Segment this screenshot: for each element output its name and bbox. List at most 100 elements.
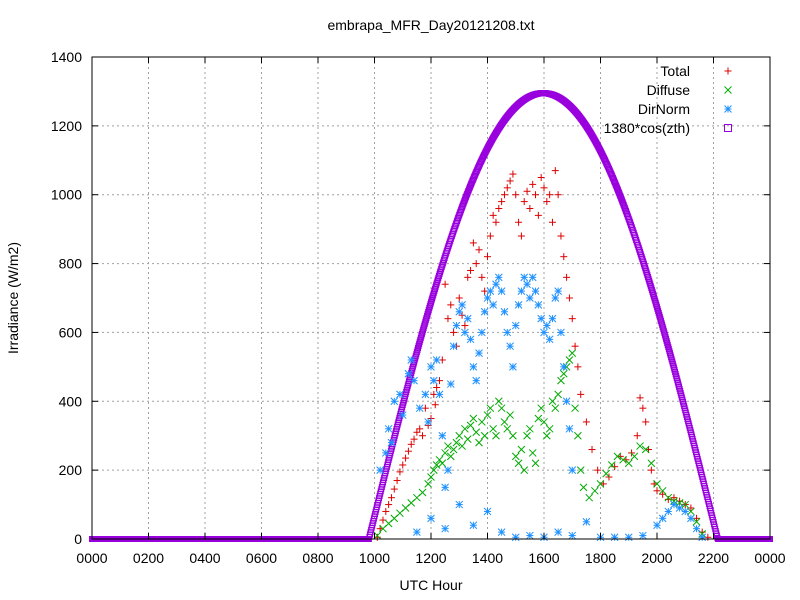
data-point-diffuse	[548, 397, 557, 406]
data-point-total	[489, 211, 497, 219]
data-point-diffuse	[429, 466, 438, 474]
data-point-dirnorm	[548, 314, 557, 323]
data-point-cos-zth	[650, 290, 657, 297]
data-point-total	[492, 218, 500, 226]
data-point-dirnorm	[664, 507, 673, 516]
data-point-diffuse	[602, 469, 611, 478]
data-point-total	[639, 404, 647, 412]
data-point-total	[484, 253, 491, 261]
data-point-total	[393, 476, 401, 484]
data-point-diffuse	[438, 459, 447, 468]
data-point-diffuse	[653, 480, 661, 488]
data-point-diffuse	[509, 431, 517, 440]
data-point-dirnorm	[500, 307, 509, 316]
data-point-total	[416, 425, 424, 433]
data-point-dirnorm	[557, 328, 565, 337]
data-point-cos-zth	[652, 300, 659, 307]
data-point-total	[402, 454, 410, 462]
data-point-total	[382, 507, 390, 515]
data-point-diffuse	[475, 438, 483, 447]
data-point-total	[594, 466, 602, 474]
data-point-cos-zth	[428, 297, 435, 304]
data-point-cos-zth	[651, 294, 658, 301]
data-point-dirnorm	[568, 531, 577, 540]
data-point-total	[498, 198, 506, 206]
data-point-diffuse	[458, 442, 466, 450]
x-tick-label: 0000	[754, 550, 785, 566]
y-tick-label: 1200	[51, 118, 82, 134]
data-point-dirnorm	[432, 356, 441, 364]
data-point-cos-zth	[646, 279, 653, 286]
data-point-diffuse	[658, 486, 667, 495]
data-point-dirnorm	[511, 533, 520, 542]
data-point-diffuse	[596, 480, 605, 488]
data-point-diffuse	[494, 397, 503, 406]
data-point-dirnorm	[528, 273, 537, 282]
data-point-diffuse	[636, 442, 644, 450]
data-point-dirnorm	[466, 335, 475, 344]
data-point-dirnorm	[458, 301, 466, 309]
data-point-total	[512, 191, 520, 199]
legend-markers	[724, 67, 732, 132]
data-point-dirnorm	[469, 363, 478, 371]
data-point-cos-zth	[651, 296, 658, 303]
x-tick-label: 0600	[246, 550, 277, 566]
data-point-dirnorm	[446, 380, 455, 388]
data-point-dirnorm	[396, 390, 404, 399]
data-point-total	[385, 501, 393, 509]
data-point-cos-zth	[433, 280, 440, 287]
data-point-total	[495, 204, 503, 212]
y-tick-label: 0	[74, 531, 82, 547]
data-point-dirnorm	[554, 528, 562, 536]
data-point-total	[611, 463, 619, 471]
data-point-total	[560, 253, 568, 261]
data-point-diffuse	[517, 445, 526, 454]
data-point-total	[407, 440, 415, 448]
data-point-diffuse	[568, 349, 577, 357]
data-point-total	[554, 191, 562, 199]
data-point-total	[464, 273, 472, 281]
data-point-cos-zth	[429, 295, 436, 302]
data-point-dirnorm	[424, 418, 433, 426]
data-point-total	[534, 211, 542, 219]
data-point-dirnorm	[624, 533, 633, 542]
data-point-diffuse	[455, 431, 464, 440]
data-point-dirnorm	[449, 342, 458, 351]
data-point-dirnorm	[582, 517, 591, 526]
data-point-cos-zth	[420, 324, 427, 331]
data-point-dirnorm	[681, 507, 690, 516]
data-point-cos-zth	[431, 287, 438, 294]
data-point-total	[546, 191, 554, 199]
y-tick-label: 1400	[51, 49, 82, 65]
y-tick-label: 800	[59, 256, 83, 272]
data-point-diffuse	[418, 488, 427, 497]
data-point-cos-zth	[652, 298, 659, 305]
data-point-total	[472, 260, 480, 268]
data-point-total	[653, 487, 661, 495]
data-point-total	[532, 191, 540, 199]
data-point-cos-zth	[422, 318, 429, 325]
data-point-diffuse	[452, 438, 461, 447]
data-point-diffuse	[554, 390, 562, 399]
data-point-diffuse	[461, 424, 469, 433]
data-point-cos-zth	[649, 288, 656, 295]
data-point-dirnorm	[540, 328, 548, 337]
data-point-cos-zth	[647, 283, 654, 290]
data-point-total	[551, 167, 559, 175]
data-point-dirnorm	[477, 328, 486, 337]
data-point-total	[670, 494, 678, 502]
data-point-dirnorm	[658, 514, 667, 523]
data-point-dirnorm	[610, 533, 619, 542]
data-point-cos-zth	[656, 313, 663, 320]
data-point-total	[520, 198, 528, 206]
data-point-cos-zth	[423, 314, 430, 321]
data-point-dirnorm	[435, 390, 444, 399]
y-axis-label: Irradiance (W/m2)	[5, 242, 21, 354]
data-point-dirnorm	[475, 349, 483, 357]
data-point-cos-zth	[430, 289, 437, 296]
data-point-dirnorm	[441, 524, 449, 533]
data-point-cos-zth	[657, 315, 664, 322]
data-point-dirnorm	[639, 531, 647, 540]
data-point-diffuse	[537, 404, 546, 413]
data-point-diffuse	[469, 414, 478, 423]
